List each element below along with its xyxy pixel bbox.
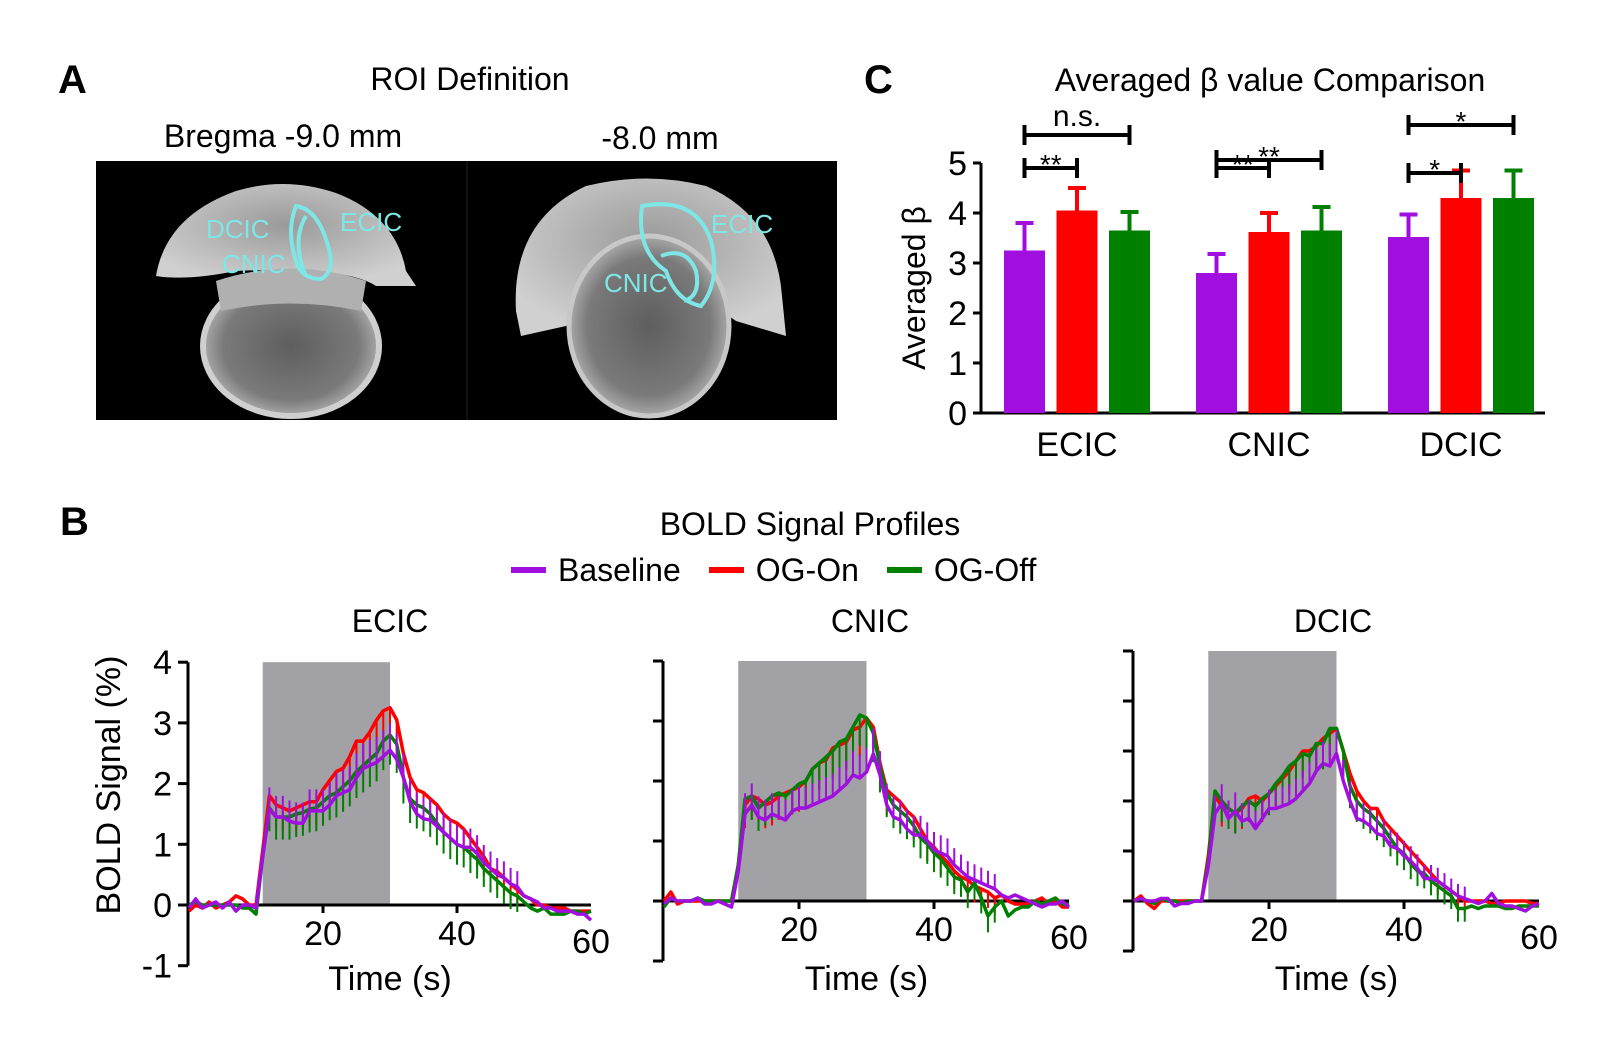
subplot-title: ECIC bbox=[352, 603, 428, 639]
legend: Baseline OG-On OG-Off bbox=[511, 554, 1064, 586]
significance-label: ** bbox=[1232, 149, 1254, 180]
y-tick-label: 5 bbox=[948, 145, 967, 183]
slice-title-2: -8.0 mm bbox=[601, 120, 719, 156]
significance-label: * bbox=[1456, 106, 1467, 137]
roi-label-cnic: CNIC bbox=[222, 249, 286, 279]
x-axis-label: Time (s) bbox=[805, 960, 928, 998]
x-tick-label: 60 bbox=[572, 923, 610, 961]
y-tick-label: 3 bbox=[948, 245, 967, 283]
y-tick-label: 0 bbox=[948, 395, 967, 433]
roi-ecic-outline bbox=[289, 203, 333, 282]
x-tick-label: 60 bbox=[1520, 919, 1558, 957]
y-tick-label: 4 bbox=[948, 195, 967, 233]
roi-cnic-outline-2 bbox=[660, 251, 700, 303]
panel-label-a: A bbox=[58, 58, 87, 102]
x-tick-label: DCIC bbox=[1419, 426, 1502, 464]
trace-baseline bbox=[1133, 751, 1540, 913]
panel-label-b: B bbox=[60, 500, 89, 544]
x-tick-label: 20 bbox=[1250, 911, 1288, 949]
roi-label-ecic: ECIC bbox=[340, 207, 402, 237]
roi-cnic-outline bbox=[296, 214, 308, 277]
y-tick-label: 3 bbox=[153, 705, 172, 743]
roi-label-dcic: DCIC bbox=[206, 214, 270, 244]
series-baseline bbox=[187, 723, 593, 922]
x-tick-label: 20 bbox=[780, 911, 818, 949]
x-tick-label: ECIC bbox=[1036, 426, 1117, 464]
legend-item-og-off: OG-Off bbox=[886, 554, 1036, 586]
bar-og-off bbox=[1493, 198, 1534, 413]
subplot-title: CNIC bbox=[831, 603, 909, 639]
y-tick-label: -1 bbox=[142, 948, 172, 986]
significance-label: n.s. bbox=[1053, 100, 1101, 133]
x-tick-label: 40 bbox=[915, 911, 953, 949]
x-tick-label: CNIC bbox=[1227, 426, 1310, 464]
mri-slices: DCIC ECIC CNIC ECIC CNIC bbox=[156, 161, 786, 420]
panel-a-title: ROI Definition bbox=[370, 61, 570, 97]
y-axis-label: Averaged β bbox=[896, 206, 932, 370]
legend-swatch bbox=[511, 567, 546, 573]
bar-baseline bbox=[1196, 273, 1237, 413]
series-baseline bbox=[1133, 730, 1540, 913]
mri-slice-bregma-8 bbox=[515, 178, 786, 419]
panel-label-c: C bbox=[864, 58, 893, 102]
y-tick-label: 0 bbox=[153, 887, 172, 925]
x-tick-label: 60 bbox=[1050, 919, 1088, 957]
roi-label-ecic-2: ECIC bbox=[711, 209, 773, 239]
legend-swatch bbox=[886, 567, 922, 573]
trace-baseline bbox=[662, 752, 1071, 909]
x-tick-label: 40 bbox=[1385, 911, 1423, 949]
series-baseline bbox=[662, 728, 1071, 909]
x-tick-label: 20 bbox=[304, 915, 342, 953]
panel-b-title: BOLD Signal Profiles bbox=[659, 506, 961, 542]
bar-og-off bbox=[1109, 230, 1150, 413]
stimulus-shading bbox=[1208, 651, 1337, 901]
mri-image-panel: DCIC ECIC CNIC ECIC CNIC bbox=[96, 161, 837, 420]
y-axis-label: BOLD Signal (%) bbox=[90, 656, 128, 915]
x-axis-label: Time (s) bbox=[328, 960, 451, 998]
y-tick-label: 2 bbox=[153, 766, 172, 804]
significance-label: * bbox=[1429, 154, 1440, 185]
slice-title-1: Bregma -9.0 mm bbox=[163, 118, 403, 154]
subplot-title: DCIC bbox=[1294, 603, 1372, 639]
legend-item-baseline: Baseline bbox=[511, 554, 681, 586]
legend-swatch bbox=[708, 567, 744, 573]
panel-c-title: Averaged β value Comparison bbox=[1054, 62, 1486, 98]
bar-baseline bbox=[1388, 237, 1429, 413]
bar-og-on bbox=[1248, 232, 1290, 413]
x-tick-label: 40 bbox=[438, 915, 476, 953]
y-tick-label: 4 bbox=[153, 644, 172, 682]
significance-label: ** bbox=[1258, 141, 1280, 172]
y-tick-label: 1 bbox=[153, 826, 172, 864]
mri-slice-bregma-9 bbox=[156, 183, 416, 419]
significance-label: ** bbox=[1040, 149, 1062, 180]
y-tick-label: 2 bbox=[948, 295, 967, 333]
roi-label-cnic-2: CNIC bbox=[604, 268, 668, 298]
bar-og-off bbox=[1301, 230, 1342, 413]
bar-og-on bbox=[1440, 198, 1482, 413]
bar-og-on bbox=[1056, 210, 1098, 413]
legend-item-og-on: OG-On bbox=[708, 554, 859, 586]
bar-baseline bbox=[1004, 250, 1045, 413]
y-tick-label: 1 bbox=[948, 345, 967, 383]
x-axis-label: Time (s) bbox=[1275, 960, 1398, 998]
roi-ecic-outline-2 bbox=[639, 202, 717, 309]
trace-baseline bbox=[187, 748, 593, 922]
